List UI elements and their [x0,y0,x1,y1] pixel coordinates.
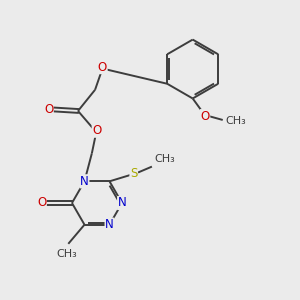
Text: CH₃: CH₃ [225,116,246,126]
Text: CH₃: CH₃ [56,249,77,259]
Text: O: O [92,124,101,137]
Text: N: N [105,218,114,231]
Text: N: N [80,175,89,188]
Text: N: N [118,196,126,209]
Text: O: O [44,103,53,116]
Text: O: O [37,196,46,209]
Text: CH₃: CH₃ [154,154,175,164]
Text: O: O [200,110,210,123]
Text: O: O [98,61,107,74]
Text: S: S [130,167,137,181]
